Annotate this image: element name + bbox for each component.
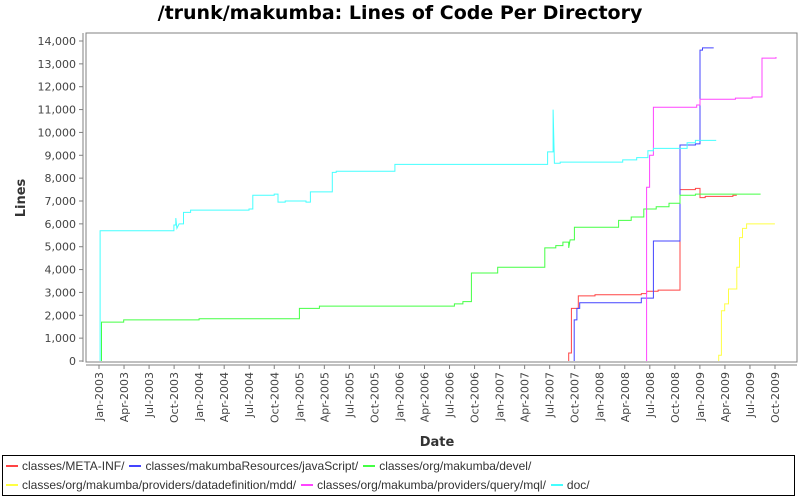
y-tick-label: 6,000 bbox=[45, 218, 77, 231]
x-tick-label: Oct-2003 bbox=[168, 372, 181, 423]
x-tick-label: Jul-2006 bbox=[444, 372, 457, 418]
legend-item-doc: doc/ bbox=[550, 477, 590, 492]
legend-label: classes/org/makumba/providers/query/mql/ bbox=[317, 477, 546, 492]
y-axis: 0 1,000 2,000 3,000 4,000 5,000 6,000 7,000 8,00… bbox=[38, 33, 84, 368]
x-tick-label: Apr-2003 bbox=[118, 372, 131, 422]
x-tick-label: Apr-2007 bbox=[519, 372, 532, 422]
x-tick-label: Apr-2005 bbox=[318, 372, 331, 422]
x-tick-label: Oct-2009 bbox=[769, 372, 782, 423]
x-tick-label: Oct-2006 bbox=[469, 372, 482, 423]
x-tick-label: Jan-2008 bbox=[594, 372, 607, 422]
x-tick-label: Jan-2006 bbox=[393, 372, 406, 422]
x-tick-label: Oct-2007 bbox=[569, 372, 582, 423]
legend-item-meta-inf: classes/META-INF/ bbox=[6, 459, 124, 473]
legend-swatch bbox=[6, 483, 18, 486]
legend-swatch bbox=[6, 464, 18, 467]
y-tick-label: 8,000 bbox=[45, 172, 77, 185]
legend-swatch bbox=[363, 464, 376, 467]
legend-item-mql: classes/org/makumba/providers/query/mql/ bbox=[301, 478, 546, 492]
x-tick-label: Jul-2005 bbox=[343, 372, 356, 418]
legend-swatch bbox=[129, 464, 142, 467]
series-line bbox=[646, 57, 777, 361]
x-tick-label: Apr-2004 bbox=[218, 372, 231, 422]
legend-item-javascript: classes/makumbaResources/javaScript/ bbox=[129, 459, 358, 473]
y-tick-label: 3,000 bbox=[45, 286, 77, 299]
x-tick-label: Jul-2008 bbox=[644, 372, 657, 418]
legend-label: classes/META-INF/ bbox=[22, 458, 125, 473]
x-tick-label: Jul-2009 bbox=[744, 372, 757, 418]
y-tick-label: 1,000 bbox=[45, 332, 77, 345]
y-tick-label: 5,000 bbox=[45, 241, 77, 254]
chart-legend: classes/META-INF/ classes/makumbaResourc… bbox=[2, 455, 795, 496]
y-tick-label: 14,000 bbox=[38, 35, 77, 48]
x-tick-label: Jan-2009 bbox=[694, 372, 707, 422]
y-axis-label: Lines bbox=[14, 178, 29, 217]
y-tick-label: 9,000 bbox=[45, 149, 77, 162]
x-tick-label: Jan-2004 bbox=[193, 372, 206, 422]
x-axis: Jan-2003 Apr-2003 Jul-2003 Oct-2003 Jan-2004… bbox=[86, 364, 797, 423]
legend-label: doc/ bbox=[566, 477, 590, 492]
y-tick-label: 13,000 bbox=[38, 58, 77, 71]
legend-label: classes/org/makumba/devel/ bbox=[379, 458, 532, 473]
y-tick-label: 12,000 bbox=[38, 81, 77, 94]
series-line bbox=[718, 223, 775, 361]
y-tick-label: 0 bbox=[69, 355, 76, 368]
y-tick-label: 11,000 bbox=[38, 104, 77, 117]
x-tick-label: Jul-2003 bbox=[143, 372, 156, 418]
y-tick-label: 10,000 bbox=[38, 126, 77, 139]
x-tick-label: Jul-2007 bbox=[544, 372, 557, 418]
y-tick-label: 2,000 bbox=[45, 309, 77, 322]
series-line bbox=[573, 47, 714, 361]
legend-row-1: classes/META-INF/ classes/makumbaResourc… bbox=[3, 456, 794, 475]
legend-item-devel: classes/org/makumba/devel/ bbox=[363, 459, 531, 473]
y-tick-label: 4,000 bbox=[45, 264, 77, 277]
legend-swatch bbox=[550, 483, 563, 486]
x-tick-label: Jul-2004 bbox=[243, 372, 256, 418]
y-tick-label: 7,000 bbox=[45, 195, 77, 208]
chart-title: /trunk/makumba: Lines of Code Per Direct… bbox=[157, 2, 643, 24]
chart-canvas: 0 1,000 2,000 3,000 4,000 5,000 6,000 7,000 8,00… bbox=[14, 32, 798, 450]
series-layer bbox=[99, 47, 777, 361]
legend-label: classes/makumbaResources/javaScript/ bbox=[145, 458, 359, 473]
x-tick-label: Oct-2005 bbox=[368, 372, 381, 423]
series-line bbox=[101, 193, 761, 361]
x-tick-label: Oct-2004 bbox=[268, 372, 281, 423]
x-tick-label: Jan-2007 bbox=[494, 372, 507, 422]
x-tick-label: Oct-2008 bbox=[669, 372, 682, 423]
legend-item-mdd: classes/org/makumba/providers/datadefini… bbox=[6, 478, 296, 492]
x-tick-label: Apr-2008 bbox=[619, 372, 632, 422]
x-tick-label: Jan-2003 bbox=[93, 372, 106, 422]
series-line bbox=[99, 109, 717, 361]
x-axis-label: Date bbox=[420, 435, 455, 450]
legend-label: classes/org/makumba/providers/datadefini… bbox=[22, 477, 297, 492]
x-tick-label: Apr-2009 bbox=[719, 372, 732, 422]
legend-swatch bbox=[301, 483, 314, 486]
x-tick-label: Apr-2006 bbox=[418, 372, 431, 422]
plot-area bbox=[85, 32, 798, 363]
legend-row-2: classes/org/makumba/providers/datadefini… bbox=[3, 475, 794, 494]
x-tick-label: Jan-2005 bbox=[293, 372, 306, 422]
